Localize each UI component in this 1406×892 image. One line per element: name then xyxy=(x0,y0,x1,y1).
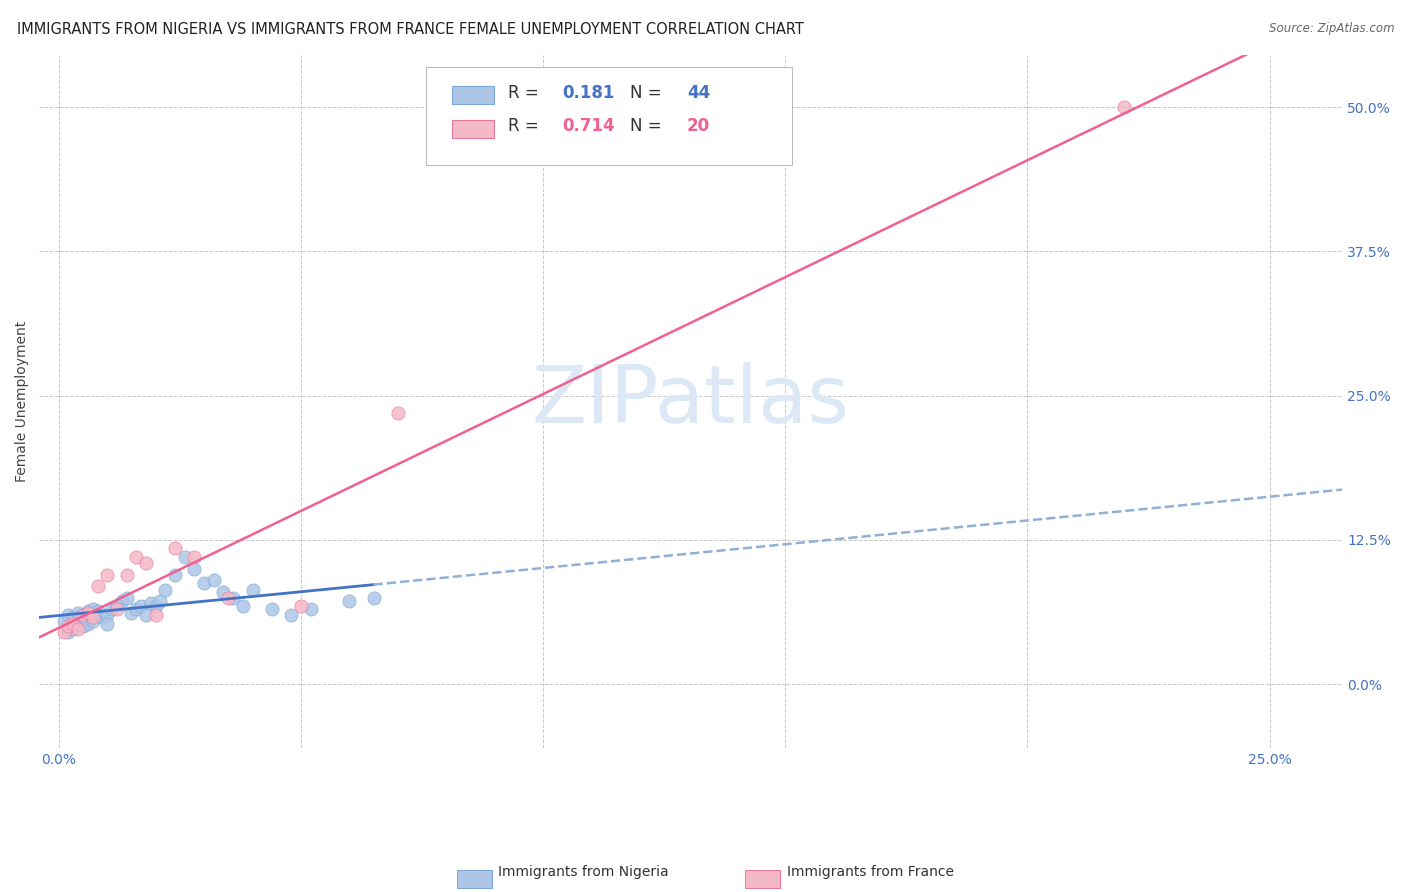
Point xyxy=(96,607,118,622)
Text: N =: N = xyxy=(630,118,666,136)
Point xyxy=(337,594,360,608)
Point xyxy=(149,594,172,608)
Point xyxy=(62,610,84,624)
Point xyxy=(242,582,264,597)
Text: N =: N = xyxy=(630,84,666,103)
Point xyxy=(387,406,409,420)
Point xyxy=(212,585,235,599)
Point xyxy=(163,541,186,555)
FancyBboxPatch shape xyxy=(745,870,780,888)
Point xyxy=(155,582,177,597)
Point xyxy=(67,606,90,620)
Point xyxy=(217,591,239,605)
Point xyxy=(129,599,152,613)
Point xyxy=(173,550,195,565)
Text: 44: 44 xyxy=(688,84,710,103)
Point xyxy=(76,604,98,618)
Point xyxy=(91,610,114,624)
Point xyxy=(222,591,245,605)
Y-axis label: Female Unemployment: Female Unemployment xyxy=(15,321,30,482)
Text: 0.181: 0.181 xyxy=(562,84,614,103)
Text: Immigrants from France: Immigrants from France xyxy=(787,865,955,880)
Point xyxy=(58,625,80,640)
Point xyxy=(115,567,138,582)
Point xyxy=(62,622,84,636)
Point xyxy=(280,607,302,622)
Point xyxy=(67,617,90,632)
FancyBboxPatch shape xyxy=(453,87,494,104)
Point xyxy=(363,591,385,605)
Point xyxy=(1114,100,1136,114)
FancyBboxPatch shape xyxy=(453,120,494,137)
Point xyxy=(58,619,80,633)
Point xyxy=(260,602,283,616)
Point xyxy=(125,550,148,565)
Point xyxy=(145,599,167,613)
Point xyxy=(183,550,205,565)
Text: Immigrants from Nigeria: Immigrants from Nigeria xyxy=(498,865,668,880)
Point xyxy=(232,599,254,613)
Point xyxy=(120,606,142,620)
Point xyxy=(163,567,186,582)
Point xyxy=(82,614,104,628)
Point xyxy=(135,556,157,570)
Point xyxy=(183,562,205,576)
Text: Source: ZipAtlas.com: Source: ZipAtlas.com xyxy=(1270,22,1395,36)
Point xyxy=(105,602,128,616)
Point xyxy=(96,617,118,632)
Point xyxy=(86,579,108,593)
Point xyxy=(96,567,118,582)
Point xyxy=(67,622,90,636)
Point xyxy=(72,619,94,633)
Point xyxy=(111,594,134,608)
Point xyxy=(105,599,128,613)
FancyBboxPatch shape xyxy=(457,870,492,888)
Text: R =: R = xyxy=(509,84,544,103)
FancyBboxPatch shape xyxy=(426,67,793,164)
Point xyxy=(62,617,84,632)
Point xyxy=(76,617,98,632)
Point xyxy=(193,575,215,590)
Point xyxy=(72,607,94,622)
Text: IMMIGRANTS FROM NIGERIA VS IMMIGRANTS FROM FRANCE FEMALE UNEMPLOYMENT CORRELATIO: IMMIGRANTS FROM NIGERIA VS IMMIGRANTS FR… xyxy=(17,22,804,37)
Point xyxy=(86,607,108,622)
Text: ZIPatlas: ZIPatlas xyxy=(531,362,849,441)
Point xyxy=(76,606,98,620)
Point xyxy=(82,610,104,624)
Text: 20: 20 xyxy=(688,118,710,136)
Point xyxy=(202,574,225,588)
Point xyxy=(139,596,162,610)
Point xyxy=(115,591,138,605)
Point xyxy=(145,607,167,622)
Point xyxy=(299,602,322,616)
Point xyxy=(52,625,75,640)
Point xyxy=(86,604,108,618)
Text: R =: R = xyxy=(509,118,544,136)
Point xyxy=(290,599,312,613)
Point xyxy=(58,607,80,622)
Text: 0.714: 0.714 xyxy=(562,118,614,136)
Point xyxy=(82,602,104,616)
Point xyxy=(135,607,157,622)
Point xyxy=(101,602,124,616)
Point xyxy=(125,602,148,616)
Point xyxy=(52,614,75,628)
Point xyxy=(72,607,94,622)
